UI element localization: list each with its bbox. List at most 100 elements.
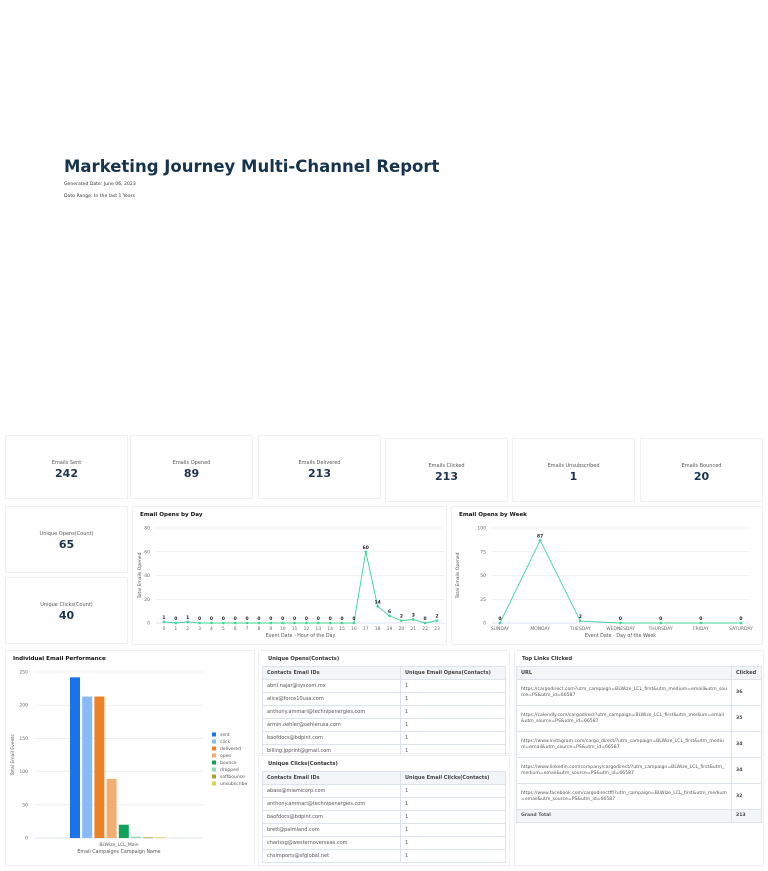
table-row: https://www.facebook.com/cargodirectff/?… (516, 783, 762, 810)
opens-by-week-chart: Email Opens by Week 0 25 50 75 100 SUNDAY MOND… (451, 506, 763, 645)
data-point (340, 621, 344, 625)
x-tick-label: 5 (222, 626, 225, 632)
y-tick-label: 50 (480, 573, 486, 579)
kpi-card: Emails Opened 89 (130, 435, 253, 499)
url-link[interactable]: https://www.instagram.com/cargo_direct/?… (516, 731, 732, 758)
data-point (352, 621, 356, 625)
url-link[interactable]: https://www.linkedin.com/company/cargodi… (516, 757, 732, 784)
kpi-card: Emails Sent 242 (5, 435, 128, 499)
x-tick-label: 8 (258, 626, 261, 632)
y-tick-label: 200 (19, 703, 28, 709)
data-point (257, 621, 261, 625)
data-point (739, 621, 743, 625)
data-label: 0 (659, 616, 662, 622)
y-tick-label: 20 (144, 597, 150, 603)
x-tick-label: 1 (174, 626, 177, 632)
count-cell: 1 (400, 797, 506, 811)
table-row: armin.oehler@oehlerusa.com 1 (262, 718, 506, 732)
data-point (400, 619, 403, 622)
grand-total-value: 213 (731, 809, 762, 823)
y-tick-label: 50 (22, 802, 28, 808)
legend-swatch (212, 739, 216, 744)
email-performance-chart: Individual Email Performance 0 50 100 150 20… (5, 650, 255, 866)
legend-label: softbounce (220, 774, 245, 780)
data-label: 2 (400, 614, 403, 620)
data-label: 0 (293, 616, 296, 622)
table-row: https://www.linkedin.com/company/cargodi… (516, 757, 762, 784)
email-cell: charissg@westernoverseas.com (262, 836, 401, 850)
data-label: 0 (234, 616, 237, 622)
y-tick-label: 0 (147, 621, 150, 627)
table-row: abril.najar@syscom.mx 1 (262, 679, 506, 693)
email-cell: armin.oehler@oehlerusa.com (262, 718, 401, 732)
data-point (210, 621, 213, 625)
legend-label: sent (220, 732, 230, 738)
x-axis-label: Event Date - Day of the Week (585, 633, 656, 639)
data-label: 0 (352, 616, 355, 622)
data-point (619, 621, 622, 625)
data-label: 2 (579, 614, 582, 620)
grand-total-label: Grand Total (516, 809, 732, 823)
column-header: Clicked (731, 666, 762, 680)
kpi-value: 213 (308, 467, 331, 480)
data-label: 60 (363, 545, 369, 551)
y-tick-label: 80 (144, 526, 150, 532)
kpi-value: 1 (569, 470, 578, 483)
x-tick-label: 2 (186, 626, 189, 632)
legend-label: open (220, 754, 231, 759)
x-axis-label: Event Date - Hour of the Day (266, 633, 336, 639)
data-point (269, 621, 273, 625)
y-tick-label: 0 (25, 836, 28, 842)
legend-swatch (212, 732, 216, 737)
data-label: 87 (537, 533, 543, 539)
data-point (222, 621, 225, 625)
chart-title: Individual Email Performance (13, 656, 106, 662)
legend-swatch (212, 774, 216, 779)
email-cell: abril.najar@syscom.mx (262, 679, 401, 693)
table-row: charissg@westernoverseas.com 1 (262, 836, 506, 850)
count-cell: 1 (400, 731, 506, 745)
url-link[interactable]: https://www.facebook.com/cargodirectff/?… (516, 783, 732, 810)
chart-title: Email Opens by Week (459, 512, 527, 518)
x-tick-label: 16 (351, 626, 357, 632)
legend-swatch (212, 753, 216, 758)
data-point (423, 621, 427, 625)
top-links-card: Top Links Clicked URL Clicked https://ca… (514, 650, 764, 866)
data-point (328, 621, 332, 625)
data-point (376, 605, 379, 608)
count-cell: 1 (400, 810, 506, 824)
data-label: 0 (340, 616, 343, 622)
x-tick-label: 3 (198, 626, 201, 632)
count-cell: 1 (400, 836, 506, 850)
date-range: Date Range: In the last 1 Years (64, 194, 135, 199)
data-label: 0 (498, 616, 501, 622)
y-tick-label: 25 (480, 597, 486, 603)
x-tick-label: FRIDAY (693, 626, 709, 632)
data-point (388, 614, 391, 618)
data-point (162, 620, 166, 624)
unique-opens-card: Unique Opens(Count) 65 (5, 506, 128, 573)
x-tick-label: 12 (304, 626, 310, 632)
opens-by-week-svg: 0 25 50 75 100 SUNDAY MONDAY TUESDAY WEDNESDAY TH… (455, 526, 753, 640)
data-label: 3 (412, 612, 415, 618)
kpi-label: Emails Bounced (681, 463, 722, 469)
x-tick-label: TUESDAY (569, 626, 591, 632)
x-tick-label: 15 (339, 626, 345, 632)
x-tick-label: 4 (210, 626, 213, 632)
table-row: chsimports@sfglobal.net 1 (262, 849, 506, 863)
data-label: 2 (435, 614, 438, 620)
data-point (411, 618, 415, 621)
y-tick-label: 150 (19, 736, 28, 742)
data-label: 0 (198, 616, 201, 622)
bar-softbounce (143, 837, 154, 839)
table-row: brett@palmland.com 1 (262, 823, 506, 837)
url-link[interactable]: https://cargodirect.com?utm_campaign=BLW… (516, 679, 732, 706)
url-link[interactable]: https://calendly.com/cargodirect?utm_cam… (516, 705, 732, 732)
clicked-count: 32 (731, 783, 762, 810)
bar-dropped (131, 836, 141, 838)
x-tick-label: 18 (375, 626, 381, 632)
unique-opens-label: Unique Opens(Count) (39, 531, 94, 537)
x-tick-label: 6 (234, 626, 237, 632)
x-tick-label: 22 (422, 626, 428, 632)
email-cell: brett@palmland.com (262, 823, 401, 837)
